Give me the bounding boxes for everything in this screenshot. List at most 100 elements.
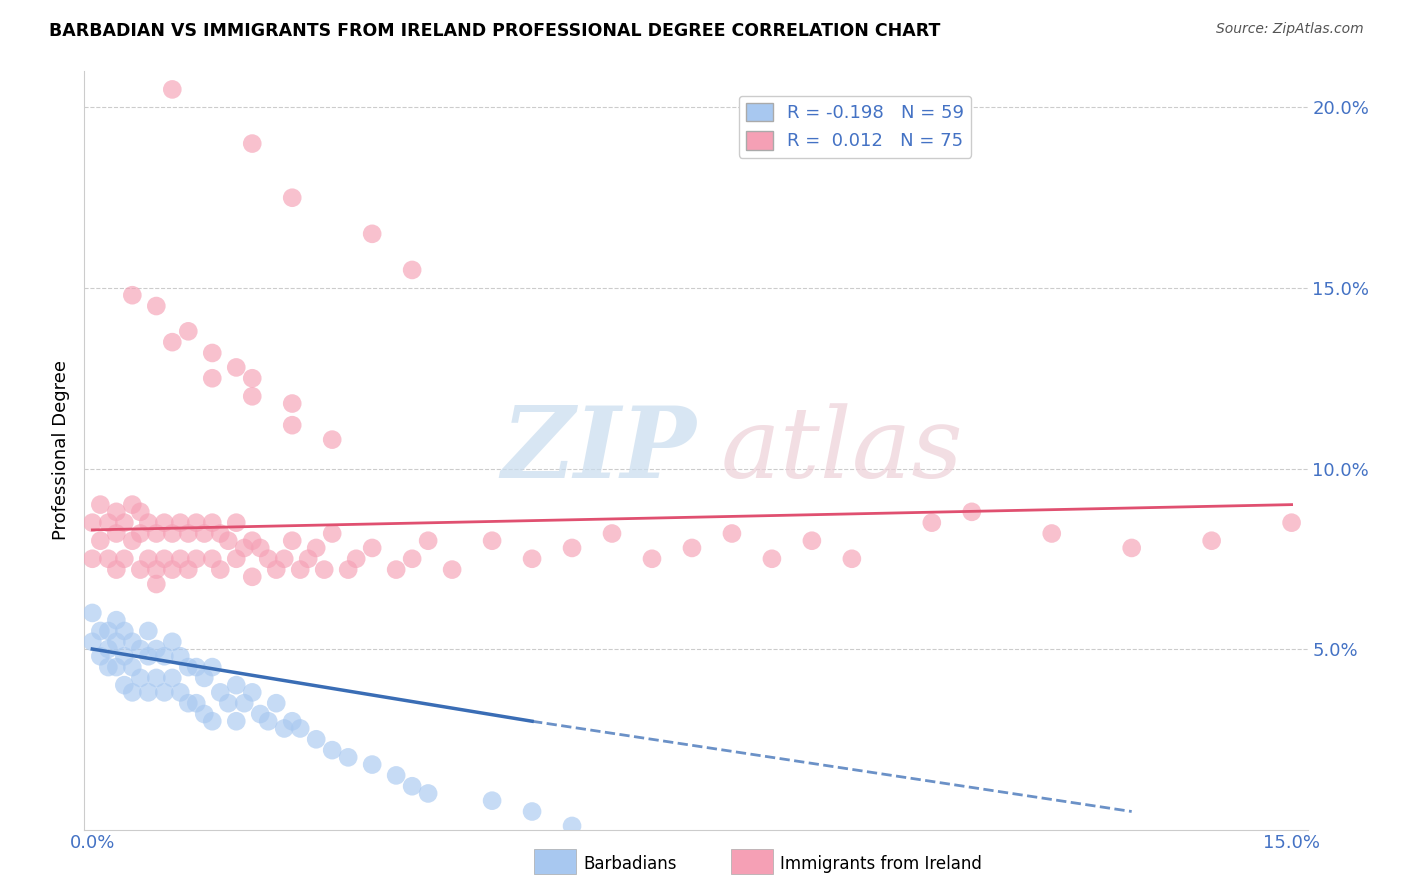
Point — [561, 541, 583, 555]
Point — [89, 624, 111, 638]
Point — [177, 526, 200, 541]
Point — [82, 606, 104, 620]
Text: atlas: atlas — [720, 403, 963, 498]
Point — [177, 563, 200, 577]
Y-axis label: Professional Degree: Professional Degree — [52, 360, 70, 541]
Point — [305, 732, 328, 747]
Point — [136, 685, 159, 699]
Point — [225, 551, 247, 566]
Point — [418, 787, 440, 801]
Point — [257, 714, 280, 729]
Point — [361, 541, 384, 555]
Point — [89, 498, 111, 512]
Point — [249, 541, 271, 555]
Point — [481, 794, 503, 808]
Point — [105, 660, 128, 674]
Point — [121, 533, 143, 548]
Point — [273, 551, 295, 566]
Point — [82, 516, 104, 530]
Point — [201, 516, 224, 530]
Point — [162, 671, 184, 685]
Point — [162, 526, 184, 541]
Point — [401, 263, 423, 277]
Point — [281, 533, 304, 548]
Point — [186, 696, 208, 710]
Point — [121, 685, 143, 699]
Point — [82, 551, 104, 566]
Point — [153, 649, 176, 664]
Point — [305, 541, 328, 555]
Point — [201, 660, 224, 674]
Point — [89, 533, 111, 548]
Point — [162, 563, 184, 577]
Point — [112, 678, 135, 692]
Point — [240, 570, 263, 584]
Point — [290, 563, 312, 577]
Point — [193, 671, 215, 685]
Point — [105, 613, 128, 627]
Point — [1040, 526, 1063, 541]
Point — [186, 660, 208, 674]
Point — [297, 551, 319, 566]
Point — [361, 757, 384, 772]
Point — [401, 779, 423, 793]
Point — [361, 227, 384, 241]
Point — [281, 714, 304, 729]
Point — [186, 551, 208, 566]
Point — [960, 505, 983, 519]
Point — [162, 335, 184, 350]
Point — [105, 635, 128, 649]
Point — [721, 526, 744, 541]
Point — [1201, 533, 1223, 548]
Point — [600, 526, 623, 541]
Text: Barbadians: Barbadians — [583, 855, 678, 873]
Point — [385, 563, 408, 577]
Point — [153, 685, 176, 699]
Point — [112, 516, 135, 530]
Point — [217, 533, 239, 548]
Point — [201, 551, 224, 566]
Point — [129, 505, 152, 519]
Point — [418, 533, 440, 548]
Point — [129, 642, 152, 657]
Point — [105, 563, 128, 577]
Point — [129, 563, 152, 577]
Point — [441, 563, 464, 577]
Point — [169, 685, 191, 699]
Point — [321, 743, 343, 757]
Point — [641, 551, 664, 566]
Point — [162, 635, 184, 649]
Point — [249, 706, 271, 721]
Point — [841, 551, 863, 566]
Point — [145, 299, 167, 313]
Point — [129, 526, 152, 541]
Point — [225, 516, 247, 530]
Point — [112, 649, 135, 664]
Point — [82, 635, 104, 649]
Point — [217, 696, 239, 710]
Point — [209, 563, 232, 577]
Point — [145, 563, 167, 577]
Point — [264, 563, 287, 577]
Point — [921, 516, 943, 530]
Point — [240, 533, 263, 548]
Point — [136, 516, 159, 530]
Point — [1121, 541, 1143, 555]
Point — [240, 136, 263, 151]
Point — [681, 541, 703, 555]
Point — [520, 551, 543, 566]
Point — [337, 563, 360, 577]
Point — [281, 418, 304, 433]
Point — [162, 82, 184, 96]
Point — [121, 660, 143, 674]
Point — [209, 526, 232, 541]
Point — [233, 541, 256, 555]
Point — [121, 288, 143, 302]
Point — [97, 660, 120, 674]
Point — [186, 516, 208, 530]
Text: ZIP: ZIP — [501, 402, 696, 499]
Point — [209, 685, 232, 699]
Point — [177, 696, 200, 710]
Text: Immigrants from Ireland: Immigrants from Ireland — [780, 855, 983, 873]
Point — [136, 649, 159, 664]
